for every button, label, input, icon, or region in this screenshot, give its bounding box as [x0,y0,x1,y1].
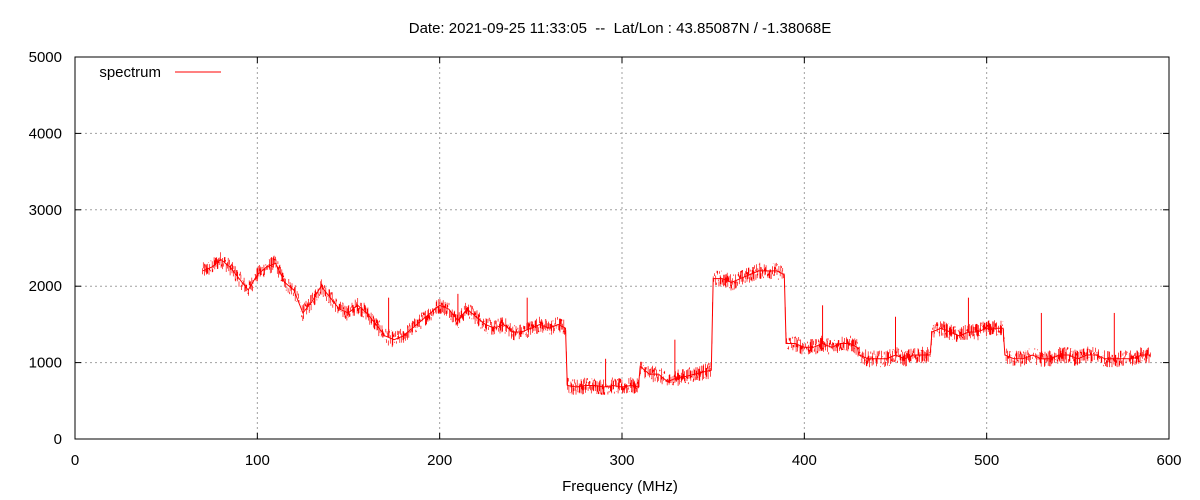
x-tick-label: 300 [609,452,634,469]
y-tick-label: 3000 [29,202,62,219]
chart-title: Date: 2021-09-25 11:33:05 -- Lat/Lon : 4… [409,20,832,37]
series-noise-spectrum [202,252,1151,395]
axis-ticks: 0 100 200 300 400 500 600 0 1000 2000 3000 4000 5000 [29,49,1182,469]
y-tick-label: 4000 [29,125,62,142]
x-tick-label: 600 [1156,452,1181,469]
x-tick-label: 200 [427,452,452,469]
legend-label-spectrum: spectrum [99,64,161,81]
series-layer [202,252,1151,395]
x-tick-label: 100 [245,452,270,469]
y-tick-label: 5000 [29,49,62,66]
x-axis-label: Frequency (MHz) [562,478,678,495]
x-tick-label: 400 [792,452,817,469]
x-tick-label: 500 [974,452,999,469]
grid-lines [75,57,1169,439]
x-tick-label: 0 [71,452,79,469]
series-line-spectrum [202,258,1151,388]
y-tick-label: 0 [54,431,62,448]
y-tick-label: 1000 [29,355,62,372]
legend: spectrum [99,64,221,81]
y-tick-label: 2000 [29,278,62,295]
